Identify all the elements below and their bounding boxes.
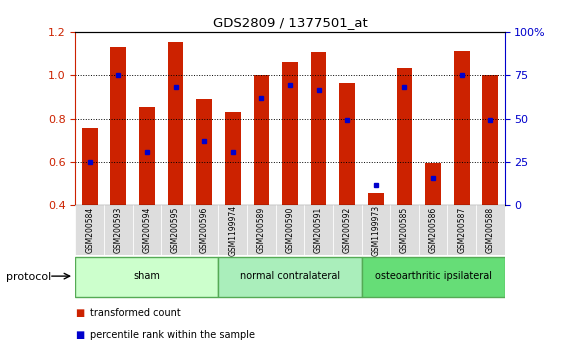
- Bar: [282, 62, 298, 205]
- Text: ■: ■: [75, 330, 85, 339]
- Text: normal contralateral: normal contralateral: [240, 271, 340, 281]
- Bar: [304, 205, 333, 255]
- Bar: [82, 129, 97, 205]
- Bar: [276, 205, 304, 255]
- Bar: [419, 205, 447, 255]
- Bar: [133, 205, 161, 255]
- Bar: [168, 42, 183, 205]
- Bar: [361, 205, 390, 255]
- Text: percentile rank within the sample: percentile rank within the sample: [90, 330, 255, 339]
- Bar: [104, 205, 133, 255]
- Bar: [139, 107, 155, 205]
- Bar: [390, 205, 419, 255]
- Bar: [483, 75, 498, 205]
- Text: GSM200596: GSM200596: [200, 207, 209, 253]
- Bar: [190, 205, 219, 255]
- Bar: [161, 205, 190, 255]
- Text: GSM200584: GSM200584: [85, 207, 94, 253]
- Bar: [75, 257, 219, 297]
- Bar: [454, 51, 470, 205]
- Text: GSM200589: GSM200589: [257, 207, 266, 253]
- Text: GSM1199973: GSM1199973: [371, 205, 380, 256]
- Text: ■: ■: [75, 308, 85, 318]
- Text: GSM200587: GSM200587: [457, 207, 466, 253]
- Text: GSM200590: GSM200590: [285, 207, 295, 253]
- Text: GSM200588: GSM200588: [486, 207, 495, 253]
- Bar: [253, 75, 269, 205]
- Bar: [219, 205, 247, 255]
- Text: GSM200591: GSM200591: [314, 207, 323, 253]
- Text: osteoarthritic ipsilateral: osteoarthritic ipsilateral: [375, 271, 492, 281]
- Text: GSM200595: GSM200595: [171, 207, 180, 253]
- Bar: [311, 52, 327, 205]
- Text: GSM200593: GSM200593: [114, 207, 123, 253]
- Text: GSM200592: GSM200592: [343, 207, 351, 253]
- Bar: [75, 205, 104, 255]
- Bar: [368, 193, 384, 205]
- Text: GSM200594: GSM200594: [143, 207, 151, 253]
- Bar: [225, 112, 241, 205]
- Bar: [361, 257, 505, 297]
- Text: protocol: protocol: [6, 272, 51, 282]
- Bar: [397, 68, 412, 205]
- Text: GSM200585: GSM200585: [400, 207, 409, 253]
- Bar: [333, 205, 361, 255]
- Bar: [219, 257, 361, 297]
- Bar: [196, 99, 212, 205]
- Text: GSM200586: GSM200586: [429, 207, 437, 253]
- Bar: [110, 47, 126, 205]
- Bar: [476, 205, 505, 255]
- Bar: [247, 205, 276, 255]
- Bar: [447, 205, 476, 255]
- Title: GDS2809 / 1377501_at: GDS2809 / 1377501_at: [213, 16, 367, 29]
- Text: GSM1199974: GSM1199974: [229, 205, 237, 256]
- Text: sham: sham: [133, 271, 161, 281]
- Bar: [339, 83, 355, 205]
- Bar: [425, 163, 441, 205]
- Text: transformed count: transformed count: [90, 308, 180, 318]
